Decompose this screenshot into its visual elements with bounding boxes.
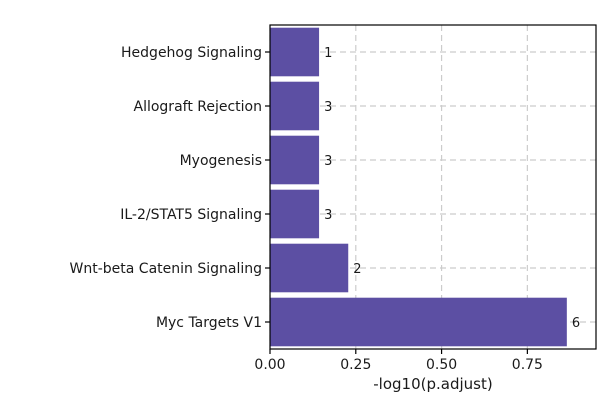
bar-count-label: 6 (572, 316, 580, 331)
plot-frame (269, 24, 597, 350)
bar-count-label: 1 (324, 46, 332, 61)
x-tick-label: 0.00 (254, 357, 285, 373)
bar (270, 81, 320, 131)
bar (270, 135, 320, 185)
bar-count-label: 3 (324, 208, 332, 223)
bar (270, 243, 349, 293)
bar-count-label: 2 (353, 262, 361, 277)
x-axis-ticks: 0.00 0.25 0.50 0.75 (254, 51, 543, 373)
category-label: Allograft Rejection (134, 99, 263, 115)
bar-count-label: 3 (324, 100, 332, 115)
bars: 1 3 3 3 2 6 (270, 27, 580, 347)
bar (270, 27, 320, 77)
bar (270, 189, 320, 239)
category-label: Hedgehog Signaling (121, 45, 262, 61)
x-tick-label: 0.75 (512, 357, 543, 373)
bar-count-label: 3 (324, 154, 332, 169)
bar (270, 297, 567, 347)
category-label: Myc Targets V1 (156, 315, 262, 331)
category-label: Wnt-beta Catenin Signaling (70, 261, 262, 277)
category-label: IL-2/STAT5 Signaling (120, 207, 262, 223)
x-tick-label: 0.50 (426, 357, 457, 373)
category-label: Myogenesis (180, 153, 262, 169)
x-tick-label: 0.25 (340, 357, 371, 373)
y-axis-labels: Hedgehog Signaling Allograft Rejection Myo… (70, 45, 262, 331)
x-axis-title: -log10(p.adjust) (373, 375, 492, 393)
